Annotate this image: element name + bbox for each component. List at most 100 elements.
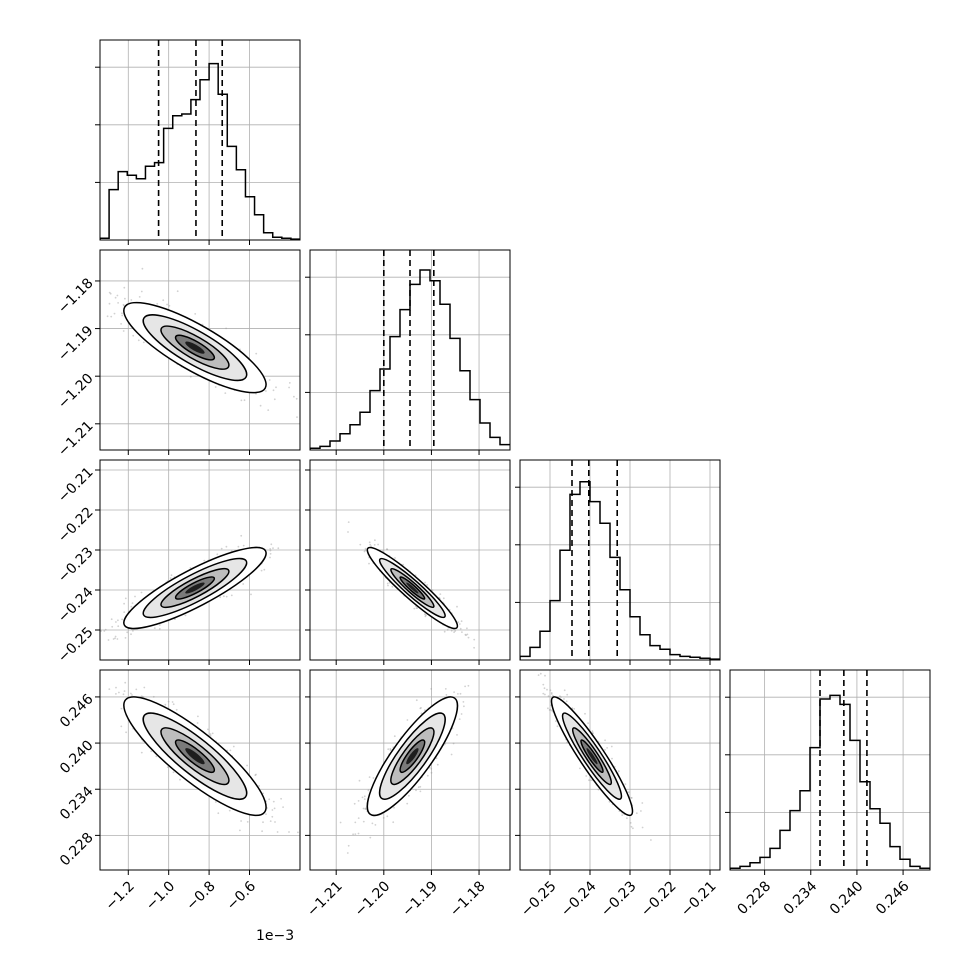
sample-point bbox=[363, 798, 366, 800]
samples-layer bbox=[339, 665, 470, 854]
sample-point bbox=[464, 633, 467, 636]
sample-point bbox=[269, 549, 272, 552]
density-panel-1-0 bbox=[95, 249, 301, 455]
sample-point bbox=[120, 707, 123, 710]
sample-point bbox=[458, 623, 461, 625]
sample-point bbox=[130, 633, 132, 636]
sample-point bbox=[650, 839, 652, 841]
sample-point bbox=[559, 695, 561, 698]
sample-point bbox=[137, 339, 140, 342]
sample-point bbox=[450, 629, 453, 632]
y-tick-label: −1.20 bbox=[55, 371, 97, 413]
sample-point bbox=[630, 797, 633, 799]
sample-point bbox=[555, 720, 557, 723]
histogram-0 bbox=[100, 62, 300, 240]
sample-point bbox=[123, 286, 126, 289]
sample-point bbox=[444, 688, 447, 690]
panel-frame bbox=[519, 669, 721, 871]
sample-point bbox=[261, 830, 263, 833]
sample-point bbox=[272, 389, 275, 392]
sample-point bbox=[123, 690, 126, 692]
sample-point bbox=[282, 806, 284, 808]
sample-point bbox=[123, 602, 125, 605]
sample-point bbox=[277, 547, 280, 550]
sample-point bbox=[293, 395, 295, 398]
samples-layer bbox=[100, 534, 280, 641]
x-tick-label: 0.234 bbox=[781, 878, 821, 918]
x-tick-label: −1.21 bbox=[304, 878, 346, 920]
x-tick-label: −0.21 bbox=[678, 878, 720, 920]
sample-point bbox=[109, 292, 112, 295]
sample-point bbox=[246, 764, 249, 767]
x-tick-label: −1.19 bbox=[399, 878, 441, 920]
sample-point bbox=[175, 708, 178, 711]
sample-point bbox=[295, 397, 298, 400]
contour-line bbox=[160, 325, 230, 370]
sample-point bbox=[103, 630, 106, 632]
sample-point bbox=[435, 757, 438, 760]
sample-point bbox=[457, 693, 459, 695]
sample-point bbox=[447, 665, 449, 667]
sample-point bbox=[140, 290, 143, 293]
panel-frame bbox=[99, 39, 301, 241]
sample-point bbox=[617, 770, 620, 773]
x-offset-label: 1e−3 bbox=[256, 928, 294, 944]
sample-point bbox=[394, 557, 396, 559]
sample-point bbox=[549, 689, 552, 692]
sample-point bbox=[563, 698, 565, 700]
sample-point bbox=[358, 779, 361, 782]
sample-point bbox=[194, 313, 197, 315]
sample-point bbox=[419, 707, 422, 710]
sample-point bbox=[240, 399, 243, 402]
sample-point bbox=[219, 596, 222, 599]
sample-point bbox=[423, 613, 426, 616]
sample-point bbox=[364, 808, 367, 810]
sample-point bbox=[117, 619, 119, 622]
sample-point bbox=[172, 771, 175, 774]
sample-point bbox=[209, 733, 212, 735]
sample-point bbox=[268, 379, 271, 381]
sample-point bbox=[250, 593, 252, 596]
sample-point bbox=[116, 638, 119, 640]
y-tick-label: −1.19 bbox=[55, 323, 97, 365]
sample-point bbox=[224, 392, 227, 394]
sample-point bbox=[426, 774, 429, 777]
y-tick-label: −0.22 bbox=[55, 504, 97, 546]
sample-point bbox=[108, 302, 111, 305]
sample-point bbox=[167, 700, 170, 703]
sample-point bbox=[273, 807, 276, 810]
sample-point bbox=[453, 631, 455, 633]
sample-point bbox=[458, 718, 461, 720]
sample-point bbox=[153, 627, 156, 629]
panel-frame bbox=[309, 459, 511, 661]
sample-point bbox=[110, 315, 113, 318]
sample-point bbox=[124, 297, 126, 300]
sample-point bbox=[106, 315, 109, 318]
sample-point bbox=[126, 631, 129, 634]
sample-point bbox=[392, 821, 395, 824]
y-tick-label: 0.234 bbox=[57, 784, 97, 824]
sample-point bbox=[420, 712, 423, 715]
sample-point bbox=[641, 802, 644, 804]
sample-point bbox=[123, 611, 126, 613]
sample-point bbox=[131, 694, 133, 696]
sample-point bbox=[641, 826, 644, 829]
sample-point bbox=[130, 692, 132, 695]
sample-point bbox=[155, 755, 158, 758]
sample-point bbox=[124, 637, 127, 639]
sample-point bbox=[353, 802, 356, 805]
contour-line bbox=[123, 546, 267, 630]
sample-point bbox=[115, 621, 117, 623]
sample-point bbox=[108, 291, 111, 294]
sample-point bbox=[347, 521, 350, 523]
sample-point bbox=[556, 725, 559, 728]
sample-point bbox=[214, 386, 217, 388]
sample-point bbox=[273, 398, 276, 401]
samples-layer bbox=[106, 267, 298, 418]
x-tick-label: −1.18 bbox=[447, 878, 489, 920]
contour-line bbox=[366, 546, 459, 630]
sample-point bbox=[459, 627, 462, 630]
sample-point bbox=[566, 741, 568, 744]
x-tick-label: −0.22 bbox=[638, 878, 680, 920]
